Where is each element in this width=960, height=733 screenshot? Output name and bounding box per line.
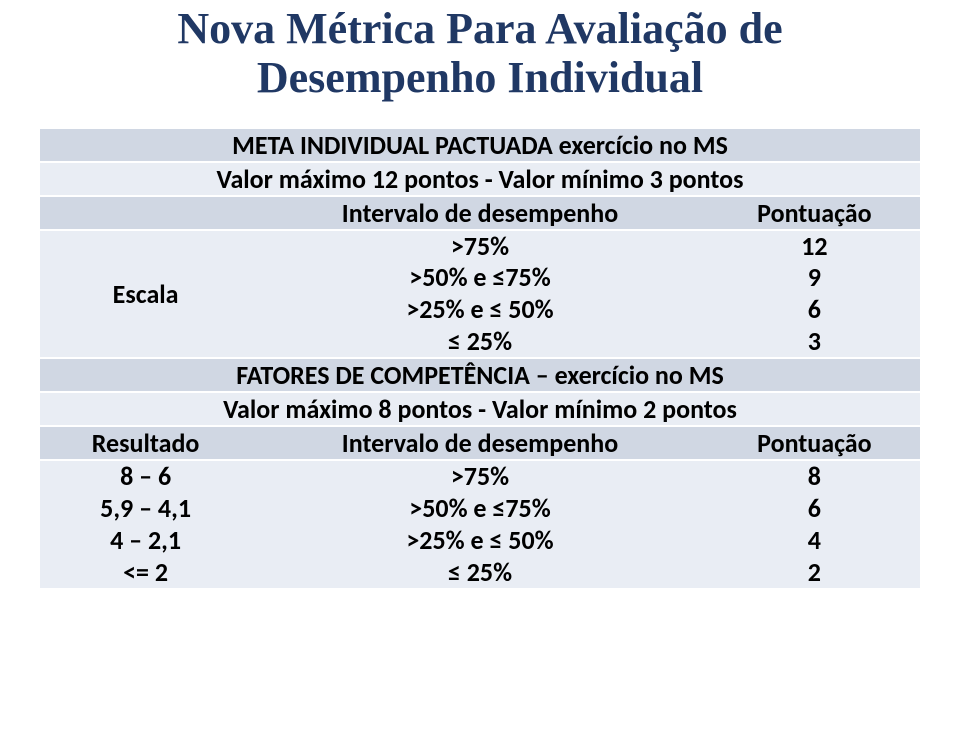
section2-mid-header: Intervalo de desempenho — [251, 426, 709, 460]
section1-score-0: 12 — [709, 231, 920, 263]
section1-interval-0: >75% — [251, 231, 709, 263]
section2-interval-2: >25% e ≤ 50% — [251, 525, 709, 557]
section1-score-2: 6 — [709, 294, 920, 326]
metric-table: META INDIVIDUAL PACTUADA exercício no MS… — [40, 129, 920, 591]
section2-result-bins: 8 – 6 5,9 – 4,1 4 – 2,1 <= 2 — [40, 460, 251, 589]
section1-interval-2: >25% e ≤ 50% — [251, 294, 709, 326]
title-line-2: Desempenho Individual — [40, 53, 920, 102]
section2-interval-0: >75% — [251, 461, 709, 493]
section1-right-header: Pontuação — [709, 196, 920, 230]
section1-sub: Valor máximo 12 pontos - Valor mínimo 3 … — [40, 162, 920, 196]
section1-score-3: 3 — [709, 326, 920, 358]
section2-intervals: >75% >50% e ≤75% >25% e ≤ 50% ≤ 25% — [251, 460, 709, 589]
section2-bin-0: 8 – 6 — [40, 461, 251, 493]
section1-header: META INDIVIDUAL PACTUADA exercício no MS — [40, 129, 920, 162]
section2-score-2: 4 — [709, 525, 920, 557]
section1-left-label: Escala — [40, 230, 251, 359]
section2-bin-3: <= 2 — [40, 557, 251, 589]
title-line-1: Nova Métrica Para Avaliação de — [40, 4, 920, 53]
section1-intervals: >75% >50% e ≤75% >25% e ≤ 50% ≤ 25% — [251, 230, 709, 359]
section2-right-header: Pontuação — [709, 426, 920, 460]
section1-interval-3: ≤ 25% — [251, 326, 709, 358]
section1-score-1: 9 — [709, 262, 920, 294]
section2-bin-1: 5,9 – 4,1 — [40, 493, 251, 525]
section2-bin-2: 4 – 2,1 — [40, 525, 251, 557]
section1-mid-header: Intervalo de desempenho — [251, 196, 709, 230]
section1-scores: 12 9 6 3 — [709, 230, 920, 359]
section2-interval-1: >50% e ≤75% — [251, 493, 709, 525]
section2-header: FATORES DE COMPETÊNCIA – exercício no MS — [40, 358, 920, 392]
section2-sub: Valor máximo 8 pontos - Valor mínimo 2 p… — [40, 392, 920, 426]
section2-scores: 8 6 4 2 — [709, 460, 920, 589]
section2-score-1: 6 — [709, 493, 920, 525]
section2-interval-3: ≤ 25% — [251, 557, 709, 589]
section2-score-3: 2 — [709, 557, 920, 589]
slide: Nova Métrica Para Avaliação de Desempenh… — [0, 0, 960, 733]
section1-left-spacer — [40, 196, 251, 230]
section2-left-label: Resultado — [40, 426, 251, 460]
title-block: Nova Métrica Para Avaliação de Desempenh… — [40, 4, 920, 103]
section2-score-0: 8 — [709, 461, 920, 493]
section1-interval-1: >50% e ≤75% — [251, 262, 709, 294]
